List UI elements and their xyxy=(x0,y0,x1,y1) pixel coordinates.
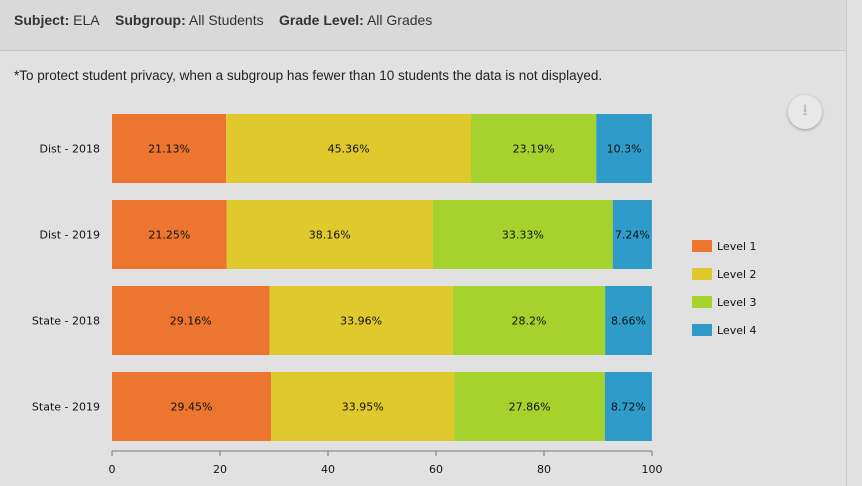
legend-label: Level 1 xyxy=(717,240,757,253)
x-tick-label: 0 xyxy=(109,463,116,476)
data-label: 10.3% xyxy=(607,143,642,156)
x-tick-label: 100 xyxy=(642,463,663,476)
bar-segment xyxy=(112,114,227,183)
legend-label: Level 4 xyxy=(717,324,757,337)
category-label: State - 2019 xyxy=(32,401,100,414)
bar-segment xyxy=(432,200,613,269)
data-label: 8.72% xyxy=(611,401,646,414)
grade-label: Grade Level: xyxy=(279,12,364,28)
legend-label: Level 2 xyxy=(717,268,757,281)
bar-segment xyxy=(226,114,472,183)
subject-filter: Subject: ELA xyxy=(14,12,100,28)
data-label: 33.96% xyxy=(340,315,382,328)
data-label: 29.45% xyxy=(171,401,213,414)
legend-swatch xyxy=(692,240,712,252)
bar-segment xyxy=(271,372,455,441)
legend-swatch xyxy=(692,268,712,280)
x-tick-label: 40 xyxy=(321,463,335,476)
category-label: Dist - 2019 xyxy=(39,229,100,242)
legend-swatch xyxy=(692,296,712,308)
filter-header: Subject: ELA Subgroup: All Students Grad… xyxy=(0,0,846,51)
download-icon: ⭳ xyxy=(802,102,808,119)
legend-label: Level 3 xyxy=(717,296,757,309)
grade-filter: Grade Level: All Grades xyxy=(279,12,432,28)
data-label: 23.19% xyxy=(513,143,555,156)
legend-swatch xyxy=(692,324,712,336)
grade-value: All Grades xyxy=(366,12,433,28)
x-tick-label: 80 xyxy=(537,463,551,476)
data-label: 28.2% xyxy=(512,315,547,328)
data-label: 33.33% xyxy=(502,229,544,242)
category-label: State - 2018 xyxy=(32,315,100,328)
subgroup-label: Subgroup: xyxy=(115,12,186,28)
bar-segment xyxy=(112,200,227,269)
x-tick-label: 20 xyxy=(213,463,227,476)
bar-segment xyxy=(471,114,597,183)
bar-segment xyxy=(226,200,433,269)
bar-segment xyxy=(452,286,606,355)
bar-segment xyxy=(604,372,652,441)
bar-segment xyxy=(269,286,453,355)
bar-segment xyxy=(454,372,605,441)
data-label: 7.24% xyxy=(615,229,650,242)
bar-segment xyxy=(112,372,272,441)
category-label: Dist - 2018 xyxy=(39,143,100,156)
download-button[interactable]: ⭳ xyxy=(788,95,822,129)
data-label: 27.86% xyxy=(509,401,551,414)
data-label: 29.16% xyxy=(170,315,212,328)
data-label: 33.95% xyxy=(342,401,384,414)
subgroup-value: All Students xyxy=(188,12,264,28)
subject-value: ELA xyxy=(73,12,100,28)
data-label: 45.36% xyxy=(328,143,370,156)
x-tick-label: 60 xyxy=(429,463,443,476)
subject-label: Subject: xyxy=(14,12,70,28)
data-label: 8.66% xyxy=(611,315,646,328)
data-label: 38.16% xyxy=(309,229,351,242)
data-label: 21.25% xyxy=(148,229,190,242)
bar-segment xyxy=(612,200,652,269)
bar-segment xyxy=(596,114,652,183)
data-label: 21.13% xyxy=(148,143,190,156)
privacy-note: *To protect student privacy, when a subg… xyxy=(14,68,603,83)
bar-segment xyxy=(605,286,652,355)
bar-segment xyxy=(112,286,270,355)
subgroup-filter: Subgroup: All Students xyxy=(115,12,264,28)
